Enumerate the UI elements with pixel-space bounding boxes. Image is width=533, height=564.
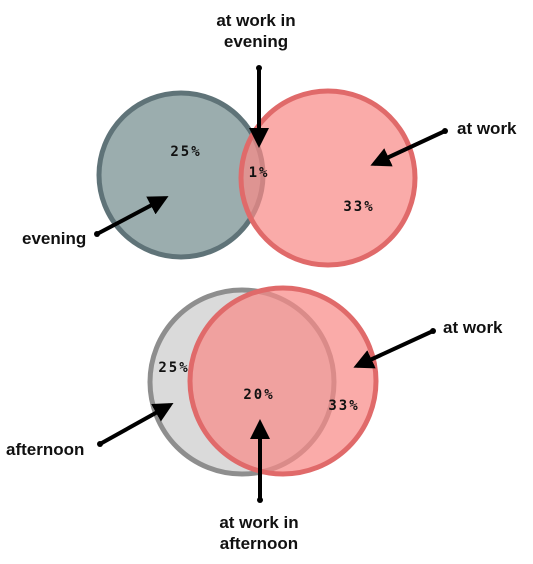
evening-circle	[96, 90, 266, 260]
label-evening: evening	[22, 229, 87, 248]
top-venn	[94, 65, 448, 268]
at-work-circle-top	[238, 88, 418, 268]
pct-at-work-only-bottom: 33%	[328, 398, 360, 414]
arrow-at-work-bottom	[353, 329, 434, 369]
arrow-dot	[97, 441, 103, 447]
label-at-work-top: at work	[457, 119, 517, 138]
label-at-work-in-afternoon-line1: at work in	[219, 513, 299, 532]
arrow-dot	[430, 328, 436, 334]
at-work-circle-bottom	[187, 285, 379, 477]
label-at-work-in-evening-line2: evening	[223, 32, 289, 51]
pct-at-work-only-top: 33%	[343, 199, 375, 215]
pct-afternoon-only: 25%	[158, 360, 190, 376]
label-at-work-in-afternoon-line2: afternoon	[219, 534, 299, 553]
label-afternoon: afternoon	[6, 440, 85, 459]
label-at-work-bottom: at work	[443, 318, 503, 337]
pct-at-work-in-afternoon: 20%	[243, 387, 275, 403]
arrow-evening	[96, 196, 169, 236]
arrow-dot	[256, 65, 262, 71]
label-at-work-in-evening: at work in evening	[216, 10, 295, 52]
bottom-venn	[97, 285, 436, 503]
label-at-work-in-evening-line1: at work in	[216, 11, 296, 30]
arrow-afternoon	[99, 403, 174, 446]
arrow-dot	[442, 128, 448, 134]
arrow-dot	[94, 231, 100, 237]
pct-evening-only: 25%	[170, 144, 202, 160]
label-at-work-in-afternoon: at work in afternoon	[219, 512, 298, 554]
arrow-dot	[257, 497, 263, 503]
pct-at-work-in-evening: 1%	[248, 165, 270, 181]
arrow-at-work-top	[370, 129, 446, 167]
